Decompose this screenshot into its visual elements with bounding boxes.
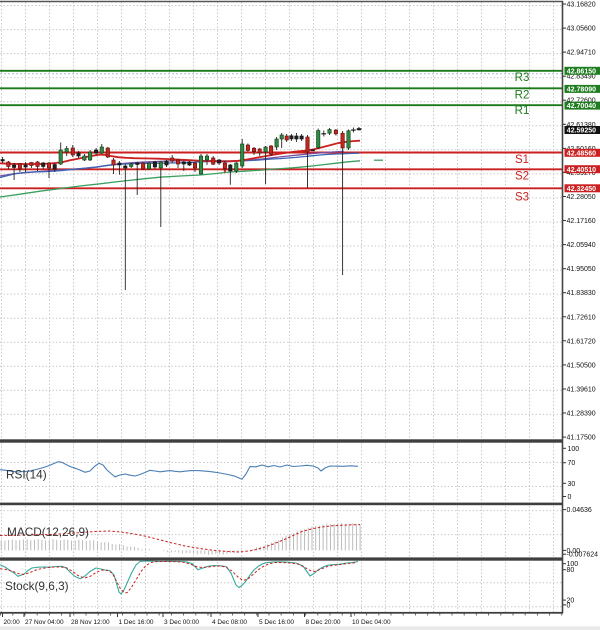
- svg-text:MACD(12,26,9): MACD(12,26,9): [7, 525, 89, 539]
- svg-text:43.05600: 43.05600: [567, 26, 596, 33]
- svg-text:41.39610: 41.39610: [567, 387, 596, 394]
- svg-text:-0.007624: -0.007624: [567, 552, 599, 559]
- svg-text:R3: R3: [515, 72, 530, 84]
- svg-text:41.95050: 41.95050: [567, 266, 596, 273]
- svg-text:42.17160: 42.17160: [567, 218, 596, 225]
- svg-text:RSI(14): RSI(14): [6, 468, 47, 482]
- svg-text:S1: S1: [515, 154, 529, 166]
- svg-text:1 Dec 16:00: 1 Dec 16:00: [119, 619, 154, 626]
- svg-text:S2: S2: [515, 171, 529, 183]
- svg-text:42.70040: 42.70040: [567, 103, 596, 110]
- svg-text:0.00: 0.00: [567, 548, 581, 555]
- svg-text:42.05940: 42.05940: [567, 242, 596, 249]
- svg-text:41.83830: 41.83830: [567, 290, 596, 297]
- svg-text:41.72610: 41.72610: [567, 314, 596, 321]
- svg-text:20:00: 20:00: [4, 619, 21, 626]
- svg-text:41.50500: 41.50500: [567, 362, 596, 369]
- svg-text:43.16820: 43.16820: [567, 2, 596, 9]
- svg-text:0.04636: 0.04636: [567, 507, 592, 514]
- svg-text:42.78090: 42.78090: [567, 87, 596, 94]
- svg-text:100: 100: [568, 446, 580, 453]
- svg-text:42.83490: 42.83490: [567, 74, 596, 81]
- svg-text:Stock(9,6,3): Stock(9,6,3): [5, 579, 69, 593]
- svg-text:42.72600: 42.72600: [567, 98, 596, 105]
- svg-text:70: 70: [568, 460, 576, 467]
- svg-text:42.94710: 42.94710: [567, 50, 596, 57]
- svg-text:20: 20: [567, 598, 575, 605]
- svg-text:100: 100: [567, 561, 579, 568]
- svg-text:S3: S3: [515, 192, 529, 204]
- svg-text:0: 0: [567, 602, 571, 609]
- svg-text:42.61380: 42.61380: [567, 122, 596, 129]
- svg-text:5 Dec 16:00: 5 Dec 16:00: [259, 619, 294, 626]
- svg-text:42.59250: 42.59250: [567, 128, 596, 135]
- svg-text:3 Dec 00:00: 3 Dec 00:00: [164, 619, 199, 626]
- svg-text:R1: R1: [515, 105, 530, 117]
- svg-text:8 Dec 20:00: 8 Dec 20:00: [306, 619, 341, 626]
- svg-text:0: 0: [568, 494, 572, 501]
- svg-text:80: 80: [567, 567, 575, 574]
- svg-text:30: 30: [568, 481, 576, 488]
- svg-text:R2: R2: [515, 90, 530, 102]
- svg-text:41.17500: 41.17500: [567, 435, 596, 442]
- svg-text:42.48560: 42.48560: [567, 150, 596, 157]
- svg-text:4 Dec 08:00: 4 Dec 08:00: [212, 619, 247, 626]
- svg-text:28 Nov 12:00: 28 Nov 12:00: [71, 619, 110, 626]
- svg-text:41.28390: 41.28390: [567, 411, 596, 418]
- svg-text:41.61720: 41.61720: [567, 338, 596, 345]
- svg-text:10 Dec 04:00: 10 Dec 04:00: [352, 619, 391, 626]
- svg-text:42.39270: 42.39270: [567, 170, 596, 177]
- svg-text:27 Nov 04:00: 27 Nov 04:00: [25, 619, 64, 626]
- svg-text:42.28050: 42.28050: [567, 194, 596, 201]
- svg-text:42.86150: 42.86150: [567, 68, 596, 75]
- svg-text:42.32450: 42.32450: [567, 186, 596, 193]
- svg-text:42.40510: 42.40510: [567, 167, 596, 174]
